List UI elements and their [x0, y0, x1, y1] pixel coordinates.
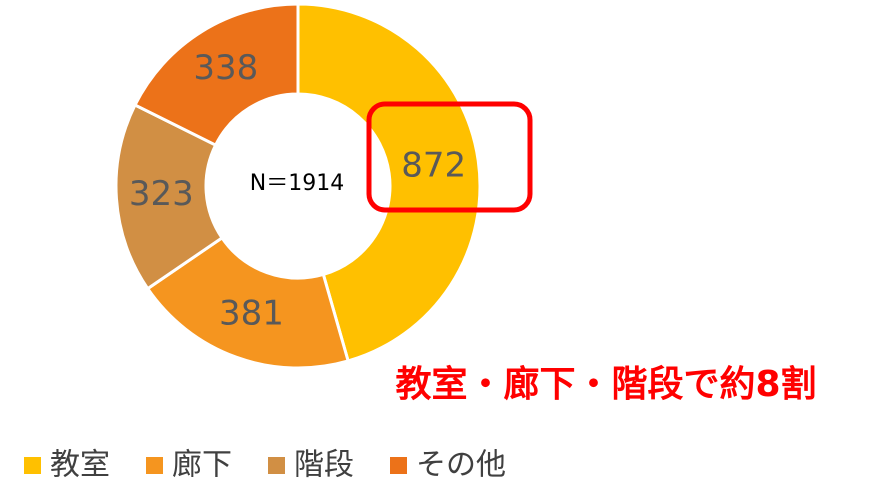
legend-swatch — [268, 457, 285, 474]
legend-swatch — [24, 457, 41, 474]
data-label: 872 — [401, 145, 466, 185]
data-label: 381 — [219, 293, 284, 333]
donut-segment — [145, 235, 350, 370]
legend-label: 廊下 — [172, 448, 232, 483]
center-label: N＝1914 — [250, 171, 344, 196]
legend-label: 階段 — [294, 448, 354, 483]
legend-swatch — [146, 457, 163, 474]
donut-segment — [114, 102, 225, 291]
donut-segment — [296, 2, 482, 363]
legend-label: 教室 — [50, 448, 110, 483]
legend-label: その他 — [416, 448, 506, 483]
donut-segment — [133, 2, 300, 148]
legend-swatch — [390, 457, 407, 474]
highlight-box — [366, 101, 533, 213]
annotation: 教室・廊下・階段で約8割 — [395, 364, 816, 405]
data-label: 338 — [193, 48, 258, 88]
data-label: 323 — [129, 174, 194, 214]
